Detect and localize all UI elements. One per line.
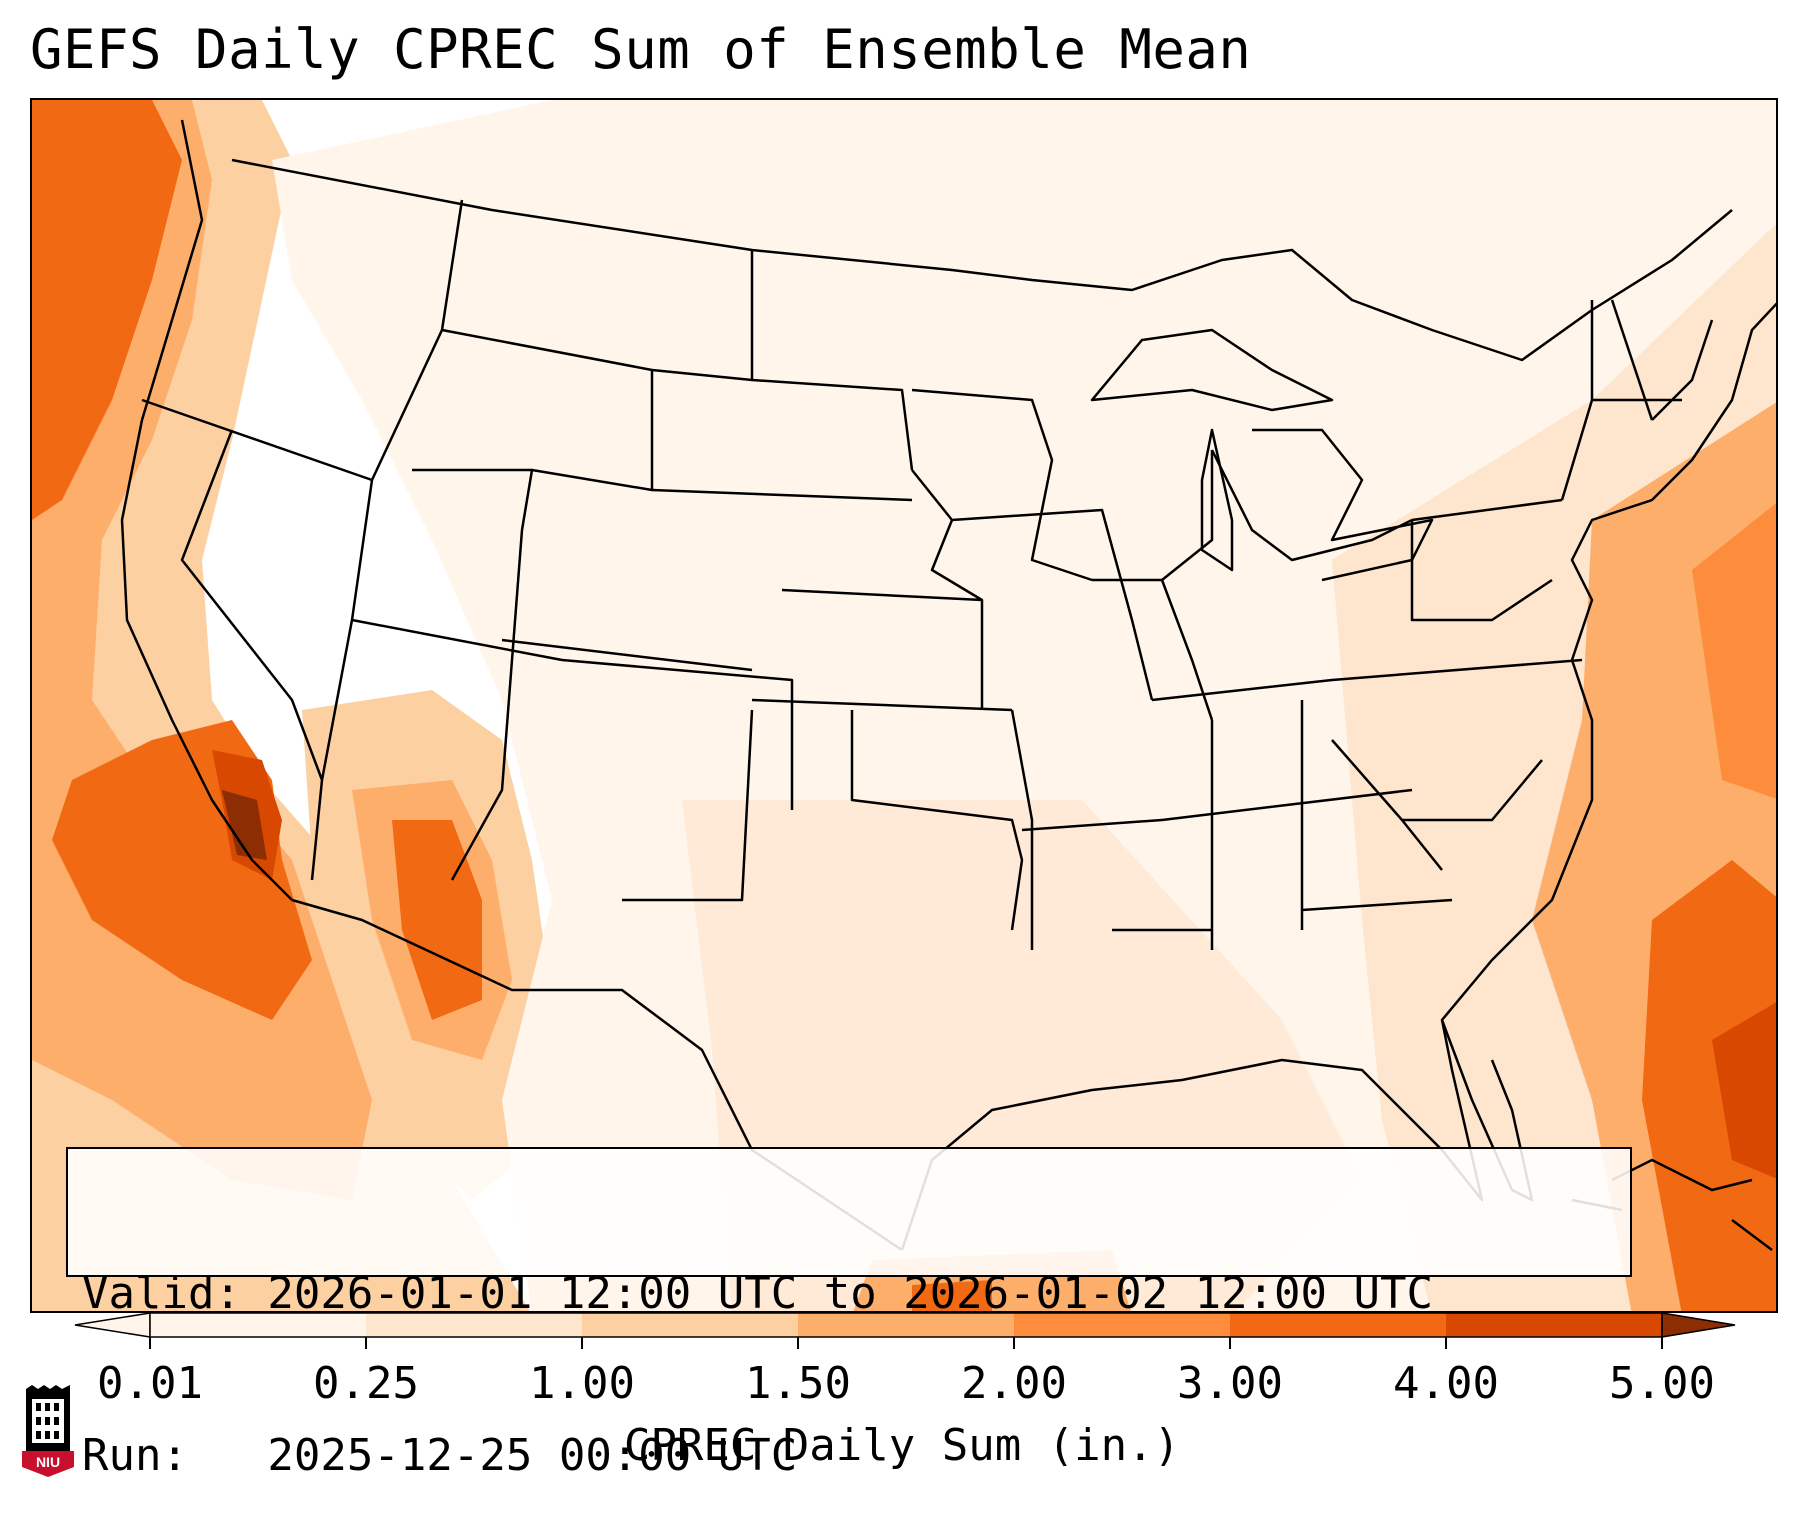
atlantic-core <box>1712 1002 1776 1179</box>
colorbar-title: CPREC Daily Sum (in.) <box>623 1420 1181 1471</box>
colorbar-tick-label: 0.01 <box>97 1358 203 1409</box>
east-coast <box>1570 302 1776 661</box>
colorbar-tick-label: 3.00 <box>1177 1358 1283 1409</box>
valid-time-line: Valid: 2026-01-01 12:00 UTC to 2026-01-0… <box>82 1268 1434 1319</box>
atlantic-strong <box>1642 860 1776 1311</box>
lake-michigan <box>1200 428 1234 572</box>
lake-superior <box>1090 328 1334 412</box>
colorbar-tick-label: 1.00 <box>529 1358 635 1409</box>
east-atlantic-mid <box>1692 503 1776 799</box>
baja-core-dark <box>222 790 267 860</box>
colorbar-tick-label: 4.00 <box>1393 1358 1499 1409</box>
colorbar-tick-label: 1.50 <box>745 1358 851 1409</box>
canada-border <box>231 158 1733 362</box>
valid-run-box: Valid: 2026-01-01 12:00 UTC to 2026-01-0… <box>66 1147 1632 1481</box>
colorbar-tick-label: 5.00 <box>1609 1358 1715 1409</box>
colorbar-tick-label: 2.00 <box>961 1358 1067 1409</box>
colorbar-extend-high <box>1661 1312 1736 1338</box>
west-coast <box>120 119 293 901</box>
south-patch-strong <box>912 1280 992 1311</box>
pacific-band-strong <box>32 100 182 520</box>
sonora-strong <box>392 820 482 1020</box>
precip-map <box>32 100 1776 1311</box>
colorbar-tick-label: 0.25 <box>313 1358 419 1409</box>
niu-logo-icon: NIU <box>22 1385 74 1477</box>
lake-huron-erie <box>1252 428 1434 582</box>
map-title: GEFS Daily CPREC Sum of Ensemble Mean <box>30 18 1252 81</box>
svg-text:NIU: NIU <box>36 1454 60 1470</box>
run-time-line: Run: 2025-12-25 00:00 UTC <box>82 1430 798 1481</box>
map-panel <box>30 98 1778 1313</box>
state-boundaries <box>120 119 1776 1252</box>
